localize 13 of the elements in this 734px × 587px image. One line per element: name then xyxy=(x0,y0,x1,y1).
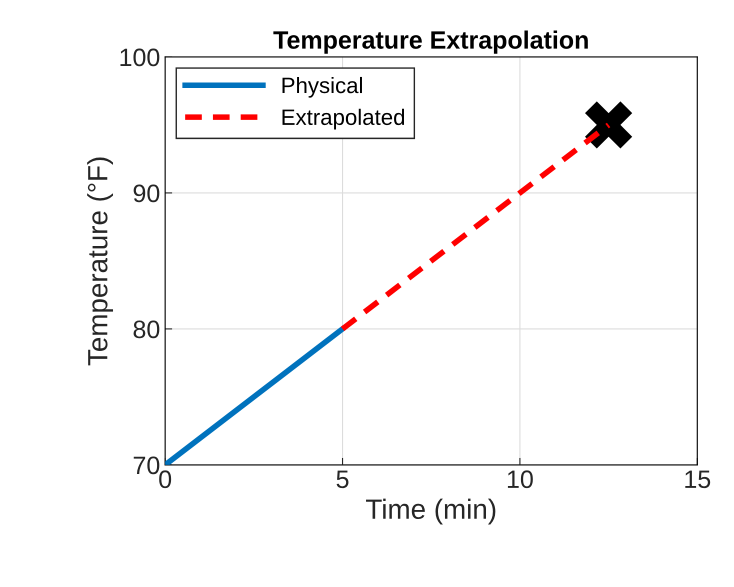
y-tick-label: 100 xyxy=(120,48,160,66)
x-tick-label: 0 xyxy=(159,470,172,488)
legend-label: Extrapolated xyxy=(282,108,404,130)
x-tick-label: 15 xyxy=(685,470,710,488)
chart-title: Temperature Extrapolation xyxy=(273,30,588,54)
x-tick-label: 5 xyxy=(336,470,348,488)
y-tick-label: 70 xyxy=(134,456,160,474)
x-tick-label: 10 xyxy=(508,470,533,488)
x-axis-title: Time (min) xyxy=(366,498,496,525)
y-axis-title: Temperature (°F) xyxy=(87,158,114,366)
y-tick-label: 90 xyxy=(134,184,160,202)
legend-label: Physical xyxy=(282,76,362,98)
y-tick-label: 80 xyxy=(134,320,160,338)
